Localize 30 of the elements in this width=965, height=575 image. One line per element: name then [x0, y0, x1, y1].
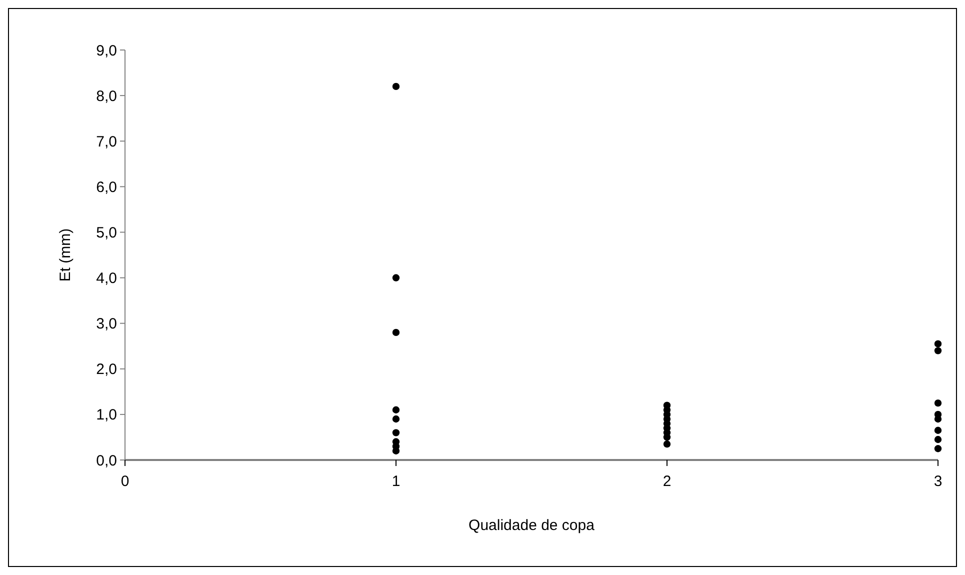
point: [934, 436, 942, 444]
point: [392, 415, 400, 423]
y-tick-label: 0,0: [96, 452, 117, 470]
point: [663, 440, 671, 448]
y-tick-label: 6,0: [96, 178, 117, 196]
y-axis-title: Et (mm): [57, 228, 74, 282]
point: [392, 82, 400, 90]
point: [392, 328, 400, 336]
x-tick-label: 2: [662, 473, 672, 490]
point: [934, 340, 942, 348]
point: [392, 406, 400, 414]
point: [663, 434, 671, 441]
y-tick-label: 3,0: [96, 316, 117, 333]
point: [392, 429, 400, 436]
point: [392, 274, 400, 282]
point: [934, 426, 942, 434]
point: [934, 445, 942, 452]
y-tick-label: 4,0: [96, 270, 117, 288]
x-axis-title: Qualidade de copa: [468, 517, 596, 534]
x-tick-label: 3: [934, 473, 942, 490]
y-tick-label: 9,0: [96, 42, 117, 60]
y-tick-label: 5,0: [96, 224, 117, 242]
y-tick-label: 8,0: [96, 88, 117, 105]
y-tick-label: 1,0: [96, 406, 117, 424]
point: [934, 347, 942, 354]
y-tick-label: 7,0: [96, 133, 117, 150]
x-tick-label: 1: [392, 473, 400, 490]
y-tick-label: 2,0: [96, 361, 117, 378]
point: [934, 399, 942, 407]
x-tick-label: 0: [120, 473, 130, 490]
